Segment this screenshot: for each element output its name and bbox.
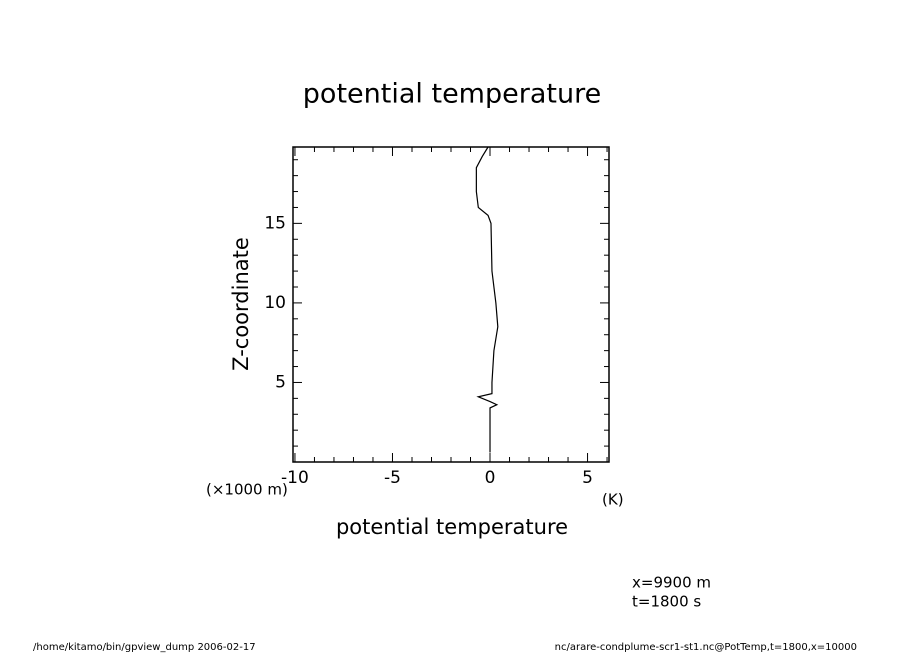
x-tick-label: -5 xyxy=(384,468,401,488)
y-tick-label: 5 xyxy=(275,372,286,392)
chart-title: potential temperature xyxy=(303,79,601,110)
footer: nc/arare-condplume-scr1-st1.nc@PotTemp,t… xyxy=(555,642,857,653)
y-axis-label: Z-coordinate xyxy=(229,237,253,371)
x-tick-label: 0 xyxy=(485,468,496,488)
annotation: t=1800 s xyxy=(632,593,701,611)
footer: /home/kitamo/bin/gpview_dump 2006-02-17 xyxy=(33,642,256,653)
y-unit: (×1000 m) xyxy=(206,481,288,499)
plot-frame xyxy=(292,146,610,463)
annotation: x=9900 m xyxy=(632,574,711,592)
x-tick-label: -10 xyxy=(281,468,309,488)
x-tick-label: 5 xyxy=(582,468,593,488)
data-line xyxy=(475,146,499,453)
x-axis-label: potential temperature xyxy=(336,515,568,539)
y-tick-label: 15 xyxy=(264,213,286,233)
x-unit: (K) xyxy=(602,491,624,509)
y-tick-label: 10 xyxy=(264,293,286,313)
